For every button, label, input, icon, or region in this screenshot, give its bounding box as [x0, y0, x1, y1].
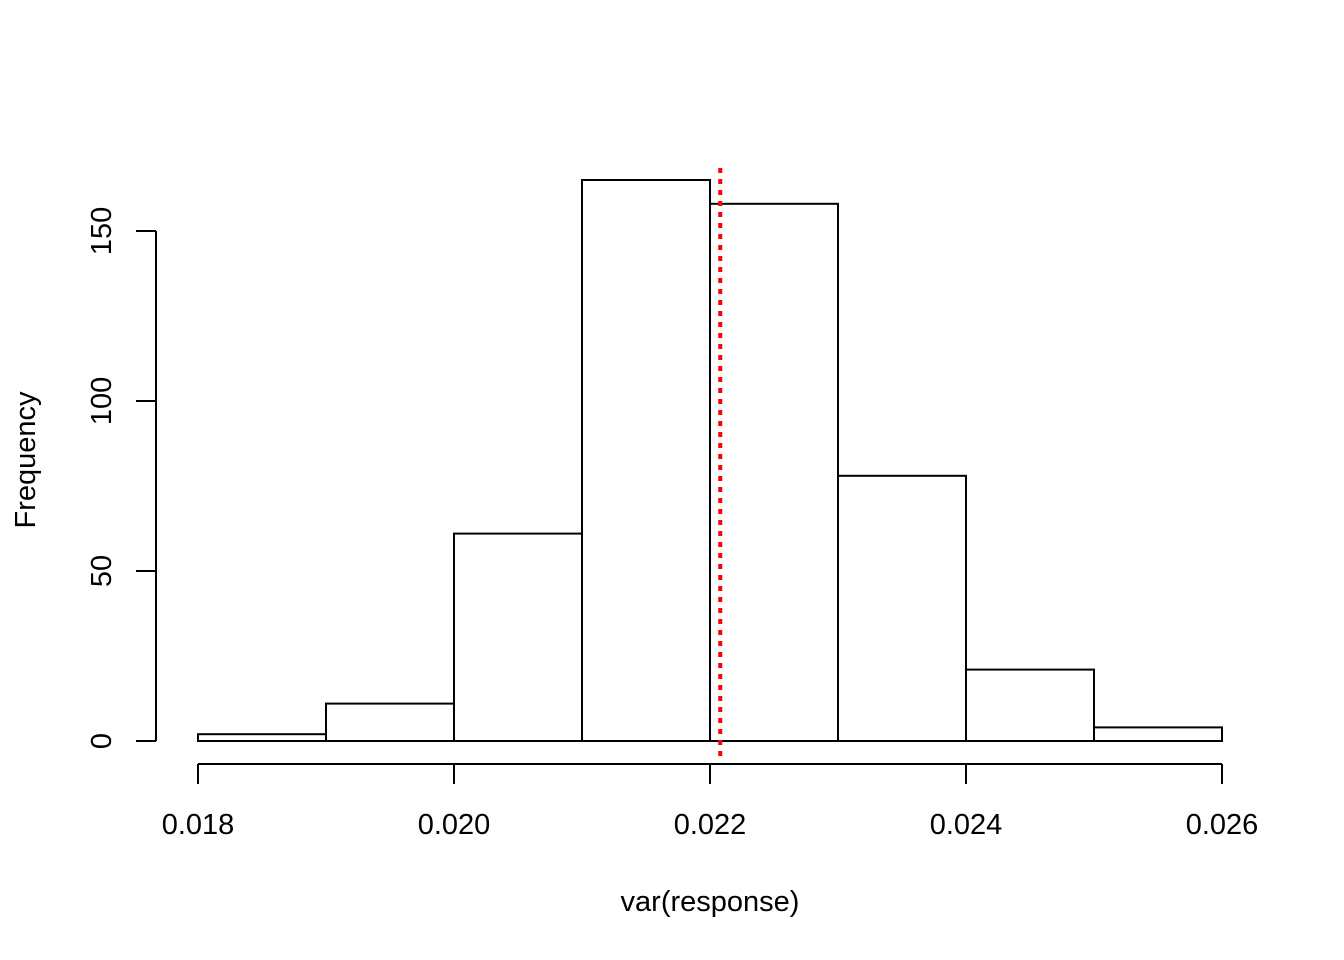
- histogram-bar: [453, 532, 583, 742]
- histogram-bar: [325, 702, 455, 742]
- x-tick-label: 0.018: [162, 809, 235, 841]
- y-tick-label: 50: [86, 555, 118, 587]
- histogram-bars: [197, 179, 1223, 743]
- x-tick-label: 0.024: [930, 809, 1003, 841]
- histogram-bar: [1093, 726, 1223, 743]
- y-tick-label: 150: [86, 207, 118, 255]
- x-axis: 0.018 0.020 0.022 0.024 0.026: [162, 763, 1259, 841]
- histogram-bar: [709, 202, 839, 743]
- histogram-bar: [837, 474, 967, 742]
- y-axis: 0 50 100 150: [86, 207, 157, 749]
- y-tick-label: 100: [86, 377, 118, 425]
- histogram-bar: [197, 733, 327, 743]
- y-axis-title: Frequency: [10, 391, 42, 529]
- y-tick-label: 0: [86, 733, 118, 749]
- histogram-bar: [965, 668, 1095, 742]
- x-tick-label: 0.022: [674, 809, 747, 841]
- histogram-bar: [581, 179, 711, 742]
- x-tick-label: 0.020: [418, 809, 491, 841]
- x-tick-label: 0.026: [1186, 809, 1259, 841]
- x-axis-title: var(response): [621, 886, 800, 918]
